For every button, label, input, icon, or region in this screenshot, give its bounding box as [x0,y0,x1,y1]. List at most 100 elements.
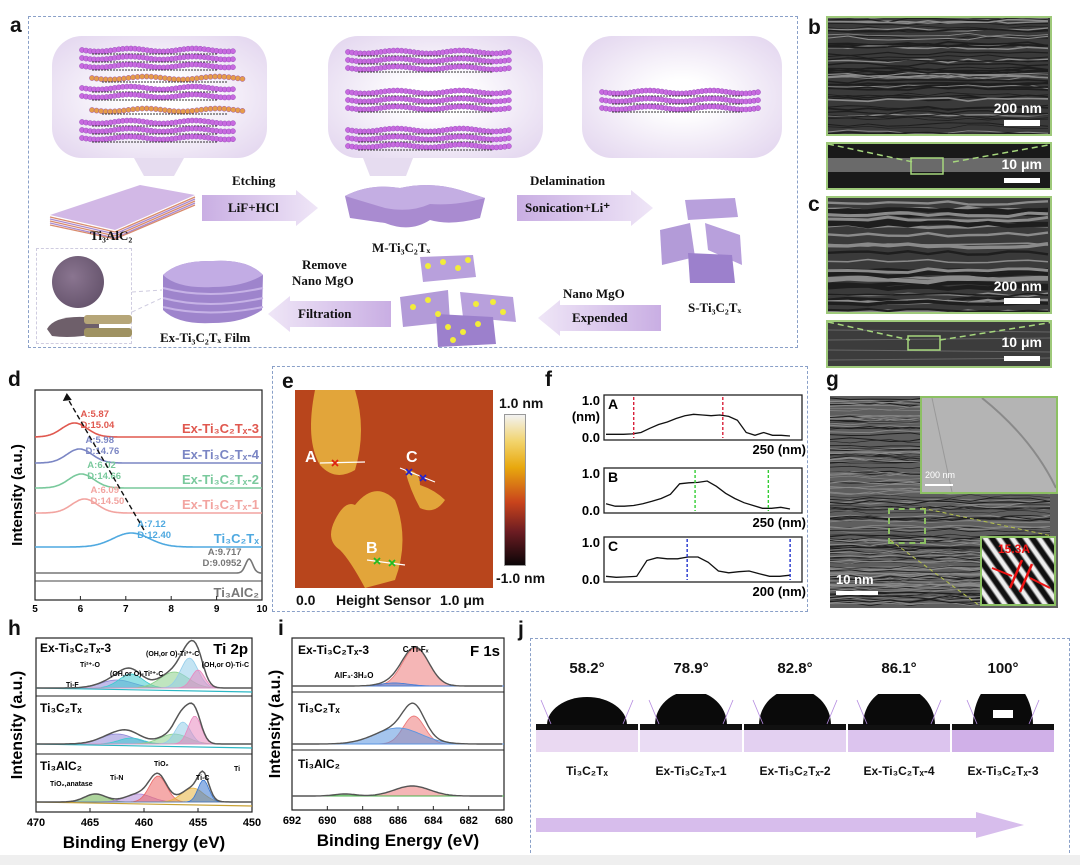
water-droplet [759,694,831,725]
contact-angle-value: 78.9° [673,660,709,677]
mgo-particle [490,299,496,305]
tangent-line [722,699,734,725]
contact-angle-sample: 86.1° Ex-Ti₃C₂Tₓ-4 [848,660,950,780]
panel-a-frame [28,16,798,348]
s-ti3c2tx-crystal-structure [582,36,782,158]
panel-h-letter: h [8,617,21,640]
x-tick-label: 5 [32,604,38,615]
s-ti3c2tx-atoms-image [599,87,761,113]
contact-angle-sample: 58.2° Ti₃C₂Tₓ [536,660,638,780]
scale-bar [1004,120,1040,126]
colorbar-max-label: 1.0 nm [499,395,544,411]
xrd-chart: A:5.87D:15.04 Ex-Ti₃C₂Tₓ-3 A:5.98D:14.76 Ex… [9,389,268,615]
inset-scale-bar [925,484,953,486]
tem-inset-low-mag: 200 nm [920,396,1058,494]
zoom-connector-lines [889,507,1053,607]
legend-label: Ex-Ti₃C₂Tₓ-3 [182,421,259,436]
droplet-image [640,694,742,730]
x-tick-label: 460 [135,817,153,829]
subplot-label: Ti₃AlC₂ [298,757,340,771]
water-droplet [547,697,627,725]
scale-bar-label: 200 nm [993,278,1042,294]
subplot-label: Ex-Ti₃C₂Tₓ-3 [298,643,369,657]
xps-ti2p-chart: Ex-Ti₃C₂Tₓ-3 Ti₃C₂Tₓ Ti₃AlC₂ Ti 2p Ti-F Ti²⁺-… [9,637,261,852]
mgo-particle [445,324,451,330]
profile-line [606,413,791,437]
x-tick-label: 688 [353,815,371,827]
legend-label: Ex-Ti₃C₂Tₓ-4 [182,447,260,462]
envelope-line [292,646,503,687]
tem-image: 200 nm 15.3A 10 nm [830,396,1058,608]
tangent-line [752,699,764,725]
x-tick-label: 470 [27,817,45,829]
sample-name: Ti₃C₂Tₓ [566,764,608,778]
chart-title: F 1s [470,643,500,660]
background-line [35,801,253,807]
component-label: C-Ti-Fₓ [403,645,429,654]
water-droplet [863,694,935,725]
substrate-band [848,730,950,752]
peak-annotation-d: D:12.40 [137,530,171,541]
peak-annotation-d: D:14.66 [87,471,121,482]
trend-arrow [66,396,145,531]
mgo-particle [475,321,481,327]
component-label: (OH,or O)-Ti³⁺-C [146,651,199,658]
x-tick-label: 8 [168,604,174,615]
etching-title: Etching [232,173,276,188]
xrd-series-line [35,498,262,514]
component-label: Ti-N [110,775,123,782]
x-axis-label: Binding Energy (eV) [317,831,479,850]
lattice-spacing-label: 15.3A [998,542,1031,556]
subplot-label: Ti₃C₂Tₓ [298,701,340,715]
sem-image-b-low-mag: 10 μm [826,142,1052,190]
profile-line [605,480,791,510]
ti3alc2-label: Ti₃AlC₂ [90,228,133,243]
y-axis-label: Intensity (a.u.) [9,444,26,546]
cross-marker-c [405,468,413,476]
fit-component [36,716,252,745]
envelope-line [292,702,503,745]
height-profile-chart: A 1.0 0.0 250 (nm) B 1.0 0.0 250 (nm) C 1.0 0.0 200… [572,393,806,599]
xrd-series-line [35,473,262,489]
peak-annotation-a: A:5.87 [80,409,109,420]
contact-angle-row: 58.2° Ti₃C₂Tₓ 78.9° Ex-Ti₃C₂Tₓ-1 82.8° Ex-Ti₃… [536,660,1066,780]
y-max-label: 1.0 [582,535,600,550]
nano-mgo-title: Nano MgO [563,286,625,301]
colorbar-min-label: -1.0 nm [496,570,546,586]
legend-label: Ex-Ti₃C₂Tₓ-1 [182,497,259,512]
contact-angle-sample: 82.8° Ex-Ti₃C₂Tₓ-2 [744,660,846,780]
peak-annotation-a: A:5.98 [85,435,114,446]
m-ti3c2tx-label: M-Ti₃C₂Tₓ [372,240,431,255]
m-ti3c2tx-atoms-image [345,47,512,176]
legend-label: Ti₃C₂Tₓ [214,531,259,546]
mgo-particle [425,297,431,303]
x-tick-label: 455 [189,817,207,829]
afm-height-map [295,390,493,588]
plot-frame [291,637,505,811]
y-min-label: 0.0 [582,430,600,445]
peak-annotation-d: D:14.50 [90,496,124,507]
profile-frame [603,394,803,441]
mgo-particle [465,257,471,263]
tem-selected-region [888,508,926,544]
cross-marker-b2 [388,559,396,567]
tangent-line [648,699,660,725]
sample-name: Ex-Ti₃C₂Tₓ-4 [863,764,935,778]
chart-title: Ti 2p [213,641,248,658]
remove-title-2: Nano MgO [292,273,354,288]
droplet-image [952,694,1054,730]
substrate-band [536,730,638,752]
panel-i-letter: i [278,617,284,640]
mgo-particle [435,311,441,317]
tangent-line [966,699,978,725]
x-tick-label: 450 [243,817,261,829]
component-label: (OH,or O)-Ti-C [202,662,249,669]
panel-j-letter: j [518,618,524,641]
delamination-arrow [517,190,653,226]
water-droplet [973,694,1033,725]
reflection-highlight [993,710,1013,718]
inset-connector-lines [132,289,163,313]
component-label: AlF₃·3H₂O [334,671,373,680]
ex-film-label: Ex-Ti₃C₂Tₓ Film [160,330,251,345]
afm-flake-a [311,390,361,475]
